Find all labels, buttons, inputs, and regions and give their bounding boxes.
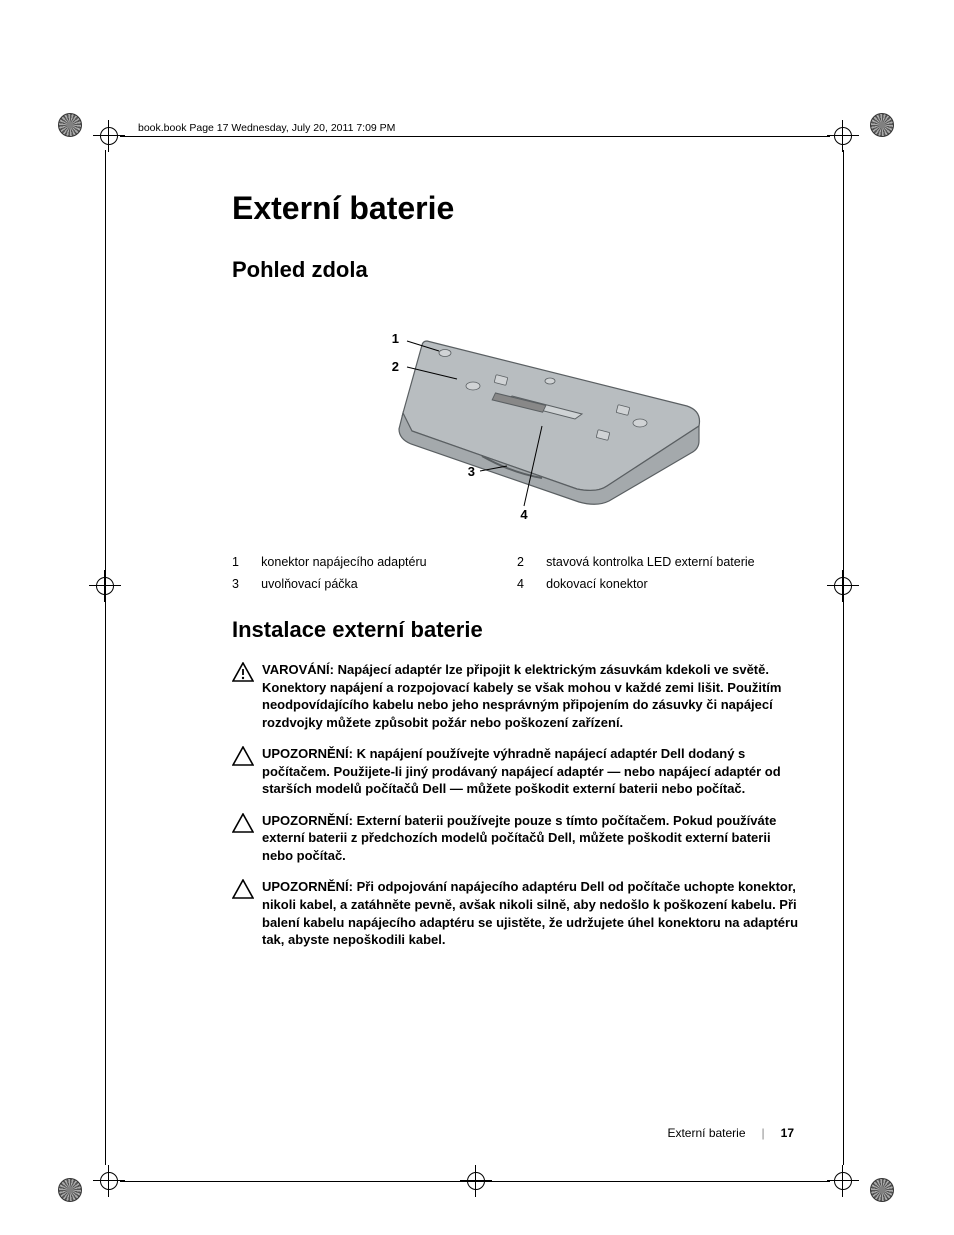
registration-sphere-icon [870,1178,894,1202]
footer-section: Externí baterie [667,1126,745,1140]
battery-svg: 1 2 3 4 [307,301,727,521]
registration-cross-icon [89,570,121,602]
registration-sphere-icon [870,113,894,137]
notice-text: UPOZORNĚNÍ: K napájení používejte výhrad… [262,745,802,798]
notice-label: UPOZORNĚNÍ: [262,879,353,894]
section-heading-bottom-view: Pohled zdola [232,257,802,283]
legend-text: stavová kontrolka LED externí baterie [546,551,802,573]
legend-num: 4 [517,573,546,595]
registration-cross-icon [827,1165,859,1197]
notice-label: UPOZORNĚNÍ: [262,746,353,761]
notice-text: VAROVÁNÍ: Napájecí adaptér lze připojit … [262,661,802,731]
notice-text: UPOZORNĚNÍ: Při odpojování napájecího ad… [262,878,802,948]
section-heading-install: Instalace externí baterie [232,617,802,643]
crop-line-top [120,136,830,137]
caution-notice: UPOZORNĚNÍ: Externí baterii používejte p… [232,812,802,865]
caution-icon [232,746,254,766]
registration-cross-icon [460,1165,492,1197]
page-title: Externí baterie [232,190,802,227]
legend-text: dokovací konektor [546,573,802,595]
callout-1: 1 [392,331,399,346]
crop-line-right [843,150,844,1165]
warning-notice: VAROVÁNÍ: Napájecí adaptér lze připojit … [232,661,802,731]
registration-sphere-icon [58,113,82,137]
legend-text: uvolňovací páčka [261,573,517,595]
registration-cross-icon [93,1165,125,1197]
page-header: book.book Page 17 Wednesday, July 20, 20… [138,122,395,134]
notice-label: UPOZORNĚNÍ: [262,813,353,828]
legend-text: konektor napájecího adaptéru [261,551,517,573]
registration-cross-icon [93,120,125,152]
registration-cross-icon [827,120,859,152]
legend-table: 1 konektor napájecího adaptéru 2 stavová… [232,551,802,595]
page-footer: Externí baterie | 17 [667,1126,794,1140]
table-row: 3 uvolňovací páčka 4 dokovací konektor [232,573,802,595]
callout-2: 2 [392,359,399,374]
caution-notice: UPOZORNĚNÍ: K napájení používejte výhrad… [232,745,802,798]
notice-text: UPOZORNĚNÍ: Externí baterii používejte p… [262,812,802,865]
notice-label: VAROVÁNÍ: [262,662,334,677]
footer-separator: | [762,1126,765,1140]
footer-page-number: 17 [781,1126,794,1140]
battery-diagram: 1 2 3 4 [232,301,802,521]
legend-num: 3 [232,573,261,595]
legend-num: 2 [517,551,546,573]
warning-icon [232,662,254,682]
caution-notice: UPOZORNĚNÍ: Při odpojování napájecího ad… [232,878,802,948]
registration-sphere-icon [58,1178,82,1202]
callout-3: 3 [468,464,475,479]
table-row: 1 konektor napájecího adaptéru 2 stavová… [232,551,802,573]
caution-icon [232,813,254,833]
legend-num: 1 [232,551,261,573]
crop-line-left [105,150,106,1165]
callout-4: 4 [520,507,528,521]
caution-icon [232,879,254,899]
registration-cross-icon [827,570,859,602]
